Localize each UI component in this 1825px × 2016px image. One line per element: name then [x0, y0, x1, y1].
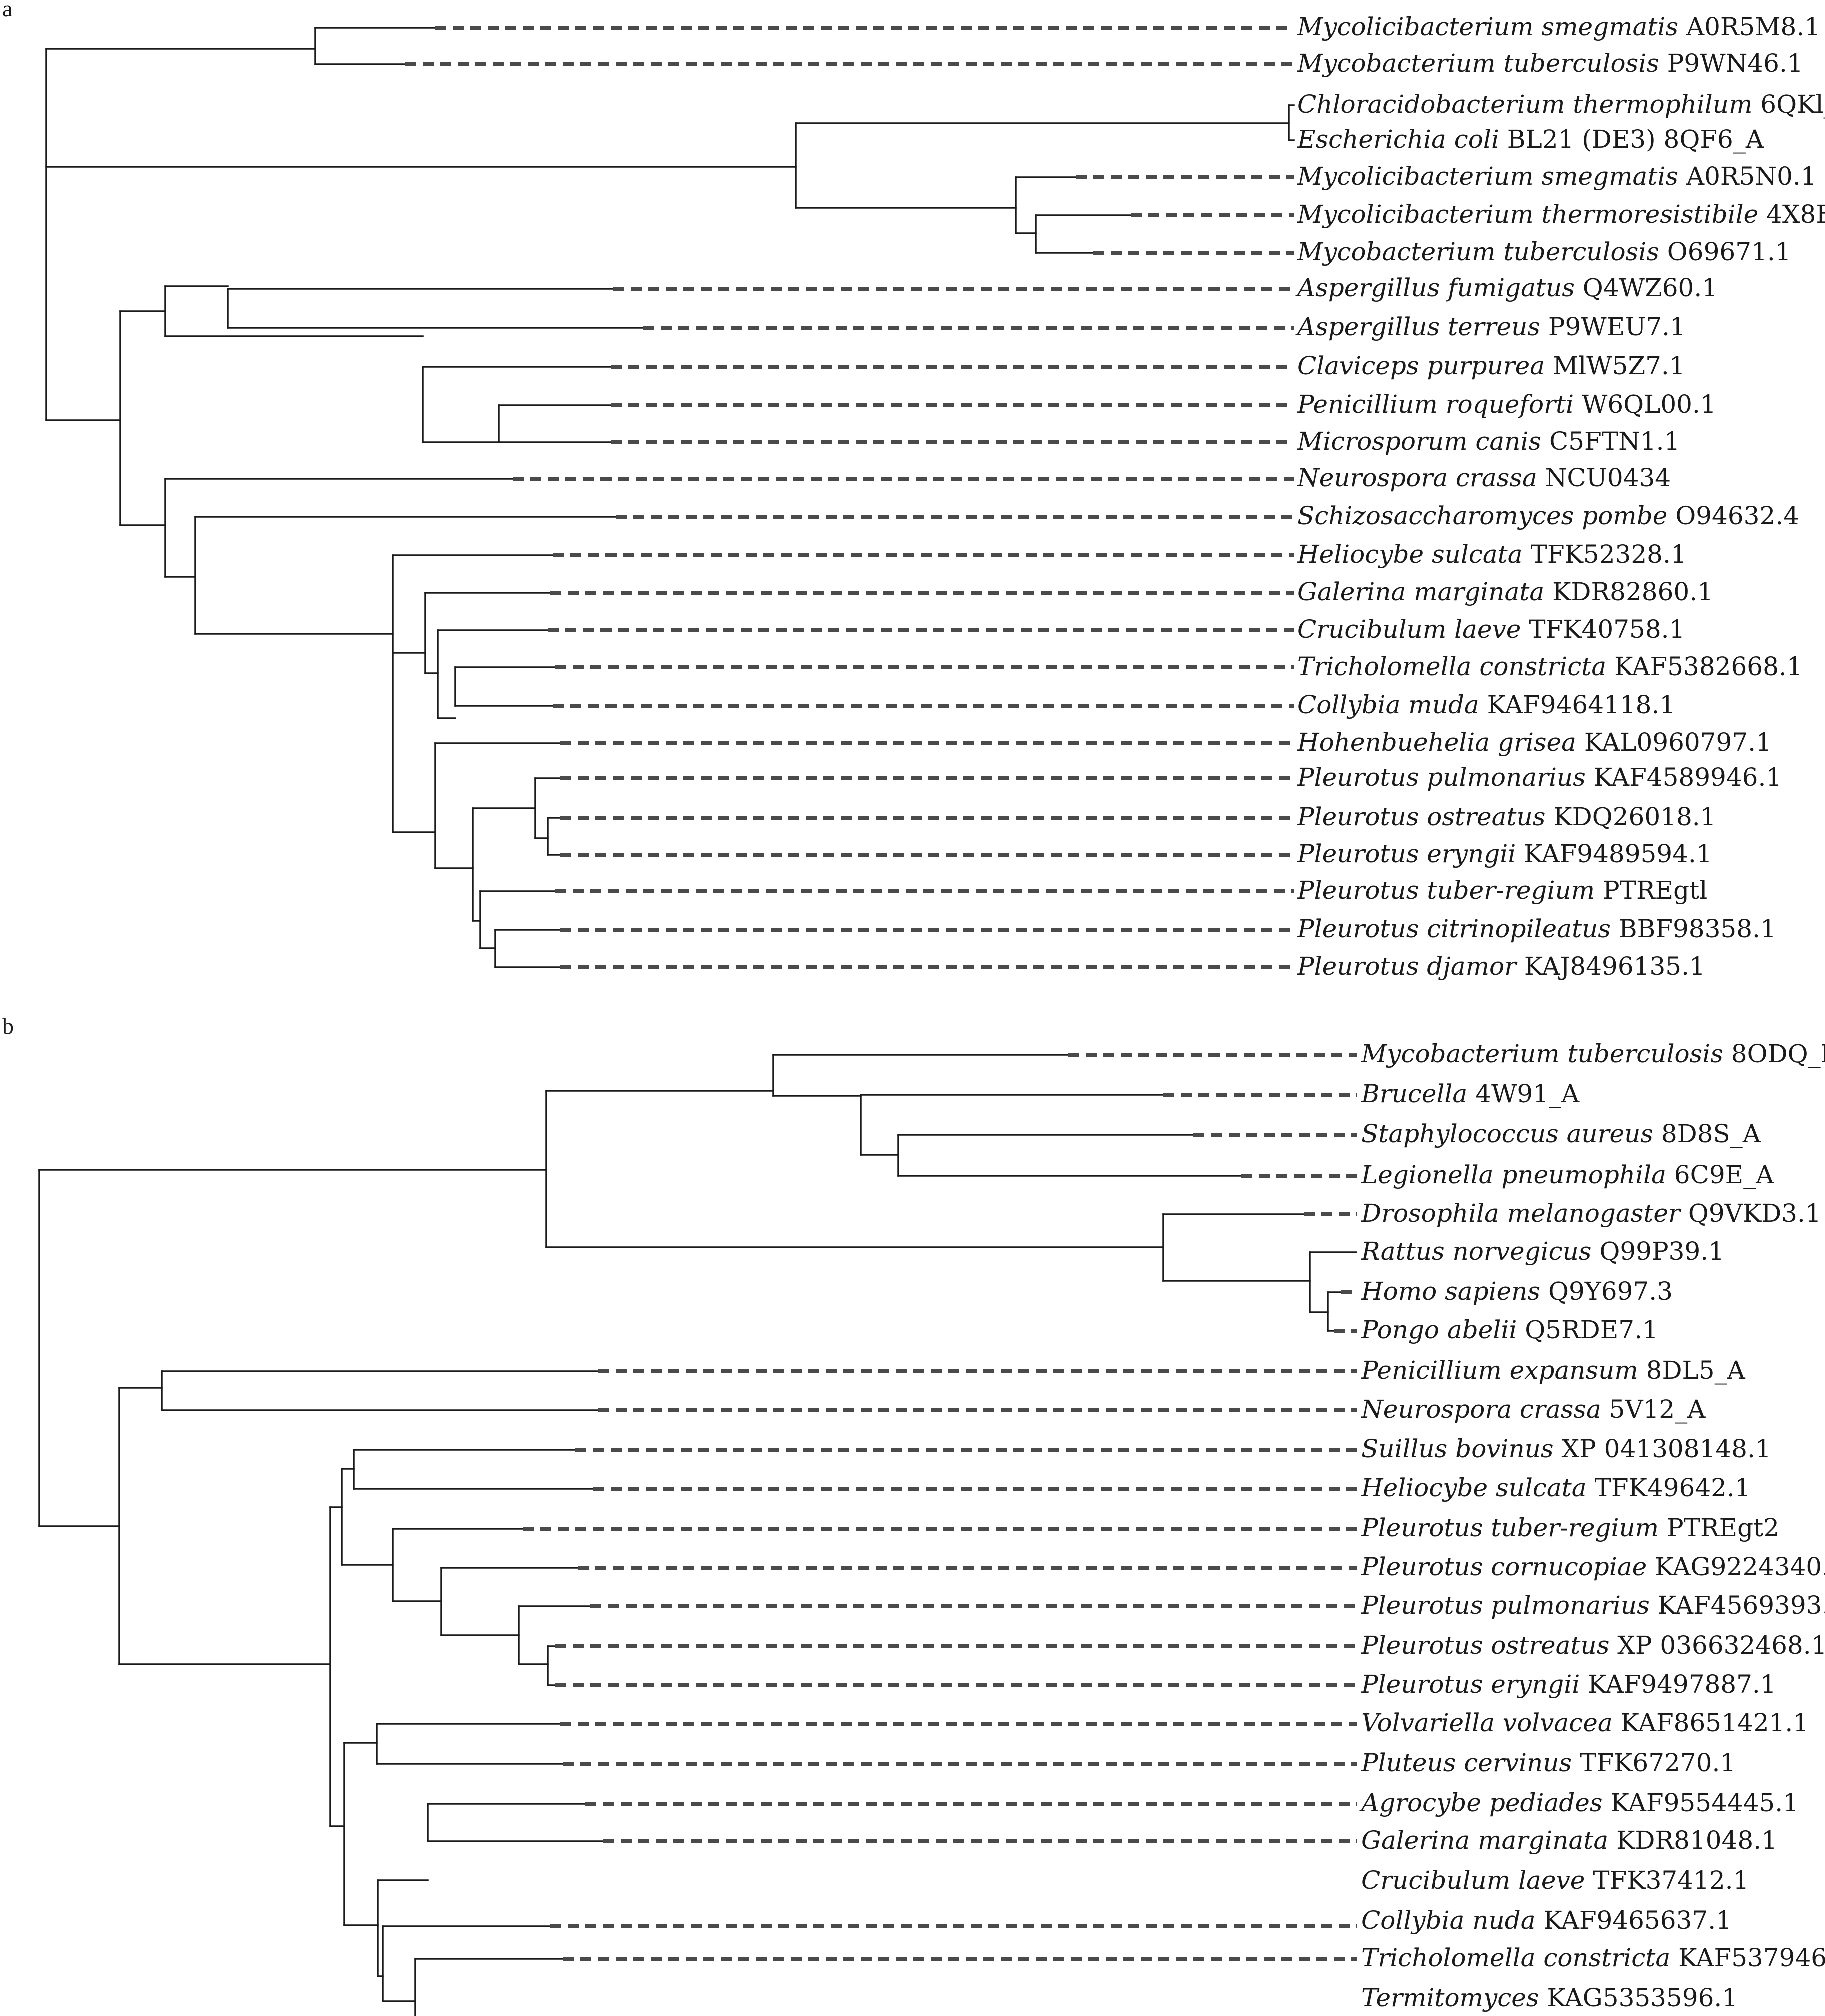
leaf-label: Pleurotus pulmonarius KAF4569393.1: [1361, 1591, 1825, 1620]
leaf-label: Crucibulum laeve TFK40758.1: [1297, 615, 1685, 644]
leaf-label: Pleurotus djamor KAJ8496135.1: [1297, 952, 1705, 981]
leaf-label: Tricholomella constricta KAF5382668.1: [1297, 652, 1803, 681]
leaf-label: Mycolicibacterium smegmatis A0R5M8.1: [1297, 12, 1820, 41]
panel-a-leaf-labels: Mycolicibacterium smegmatis A0R5M8.1 Myc…: [1295, 12, 1825, 981]
panel-b-branches: [38, 1054, 1357, 2016]
leaf-label: Heliocybe sulcata TFK52328.1: [1297, 540, 1687, 569]
panel-a-label: a: [2, 0, 12, 21]
leaf-label: Staphylococcus aureus 8D8S_A: [1361, 1119, 1761, 1148]
panel-b-leader-dashes: [523, 1053, 1357, 1961]
leaf-label: Pleurotus pulmonarius KAF4589946.1: [1297, 763, 1782, 792]
leaf-label: Neurospora crassa 5V12_A: [1361, 1395, 1706, 1424]
leaf-label: Rattus norvegicus Q99P39.1: [1361, 1237, 1724, 1266]
leaf-label: Mycobacterium tuberculosis P9WN46.1: [1297, 49, 1803, 78]
leaf-label: Pleurotus eryngii KAF9489594.1: [1297, 839, 1712, 868]
leaf-label: Neurospora crassa NCU0434: [1297, 463, 1671, 492]
leaf-label: Termitomyces KAG5353596.1: [1361, 1983, 1738, 2012]
leaf-label: Hohenbuehelia grisea KAL0960797.1: [1297, 728, 1772, 757]
leaf-label: Drosophila melanogaster Q9VKD3.1: [1361, 1199, 1821, 1228]
leaf-label: Homo sapiens Q9Y697.3: [1361, 1277, 1673, 1306]
leaf-label: Galerina marginata KDR82860.1: [1297, 577, 1713, 606]
leaf-label: Crucibulum laeve TFK37412.1: [1361, 1866, 1749, 1895]
leaf-label: Agrocybe pediades KAF9554445.1: [1359, 1788, 1799, 1817]
leaf-label: Collybia muda KAF9464118.1: [1297, 690, 1675, 719]
leaf-label: Galerina marginata KDR81048.1: [1361, 1826, 1777, 1855]
panel-a-leader-dashes: [405, 26, 1294, 969]
leaf-label: Tricholomella constricta KAF5379469.1: [1361, 1943, 1825, 1972]
panel-b-label: b: [2, 1013, 14, 1039]
leaf-label: Pleurotus ostreatus KDQ26018.1: [1297, 802, 1716, 831]
leaf-label: Pleurotus tuber-regium PTREgtl: [1297, 876, 1707, 905]
leaf-label: Microsporum canis C5FTN1.1: [1297, 427, 1680, 456]
leaf-label: Schizosaccharomyces pombe O94632.4: [1297, 501, 1799, 530]
leaf-label: Claviceps purpurea MlW5Z7.1: [1297, 351, 1685, 380]
leaf-label: Pleurotus cornucopiae KAG9224340.1: [1361, 1552, 1825, 1581]
leaf-label: Aspergillus fumigatus Q4WZ60.1: [1295, 273, 1718, 302]
panel-a-branches: [45, 27, 1295, 968]
leaf-label: Mycolicibacterium thermoresistibile 4X8B…: [1297, 200, 1825, 229]
leaf-label: Pleurotus ostreatus XP 036632468.1: [1361, 1631, 1825, 1660]
leaf-label: Aspergillus terreus P9WEU7.1: [1295, 312, 1686, 341]
leaf-label: Pongo abelii Q5RDE7.1: [1361, 1315, 1658, 1345]
leaf-label: Pluteus cervinus TFK67270.1: [1361, 1748, 1736, 1777]
leaf-label: Pleurotus citrinopileatus BBF98358.1: [1297, 914, 1776, 943]
leaf-label: Penicillium roqueforti W6QL00.1: [1297, 390, 1716, 419]
leaf-label: Brucella 4W91_A: [1361, 1079, 1580, 1108]
leaf-label: Penicillium expansum 8DL5_A: [1361, 1356, 1746, 1385]
leaf-label: Chloracidobacterium thermophilum 6QKl_A: [1297, 90, 1825, 119]
leaf-label: Escherichia coli BL21 (DE3) 8QF6_A: [1297, 125, 1764, 154]
leaf-label: Volvariella volvacea KAF8651421.1: [1361, 1708, 1809, 1737]
leaf-label: Pleurotus tuber-regium PTREgt2: [1361, 1513, 1779, 1542]
leaf-label: Mycobacterium tuberculosis 8ODQ_B: [1361, 1039, 1825, 1068]
panel-b-leaf-labels: Mycobacterium tuberculosis 8ODQ_B Brucel…: [1359, 1039, 1825, 2012]
leaf-label: Mycobacterium tuberculosis O69671.1: [1297, 237, 1791, 266]
leaf-label: Legionella pneumophila 6C9E_A: [1361, 1160, 1774, 1189]
leaf-label: Collybia nuda KAF9465637.1: [1361, 1906, 1732, 1935]
leaf-label: Heliocybe sulcata TFK49642.1: [1361, 1473, 1751, 1502]
leaf-label: Suillus bovinus XP 041308148.1: [1361, 1434, 1771, 1463]
leaf-label: Mycolicibacterium smegmatis A0R5N0.1: [1297, 162, 1817, 191]
leaf-label: Pleurotus eryngii KAF9497887.1: [1361, 1670, 1776, 1699]
